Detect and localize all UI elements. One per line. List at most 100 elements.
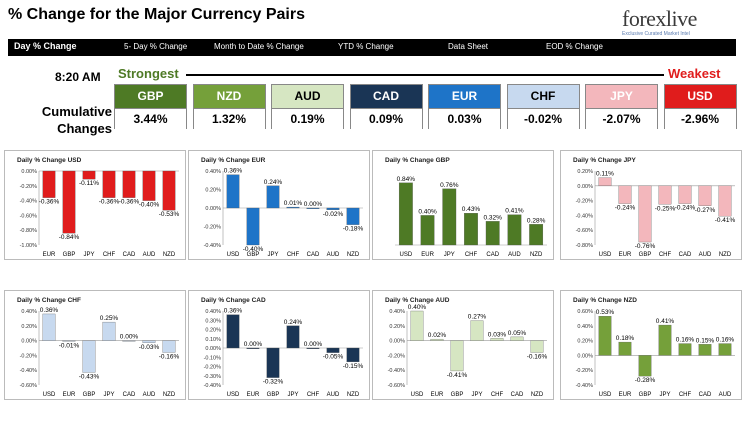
y-tick-label: -0.80% (20, 228, 38, 234)
x-tick-label: EUR (421, 252, 434, 258)
y-tick-label: -0.10% (204, 355, 222, 361)
data-label: -0.27% (695, 207, 716, 214)
cumulative-label-line2: Changes (57, 121, 112, 136)
bar-aud (326, 347, 340, 353)
data-label: 0.00% (244, 341, 263, 348)
x-tick-label: NZD (163, 392, 176, 398)
cumulative-label-line1: Cumulative (41, 104, 112, 119)
bar-aud (326, 207, 340, 211)
bar-eur (246, 347, 260, 349)
data-label: -0.28% (635, 377, 656, 384)
currency-code: USD (664, 85, 736, 108)
data-label: -0.25% (655, 205, 676, 212)
currency-cumulative-value: 0.19% (272, 108, 343, 129)
tab-ytd-change[interactable]: YTD % Change (338, 42, 394, 51)
currency-box-aud: AUD 0.19% (271, 84, 344, 129)
tab-5-day-change[interactable]: 5- Day % Change (124, 42, 188, 51)
chart-title: Daily % Change CAD (201, 297, 266, 304)
bar-cad (306, 207, 320, 209)
chart-title: Daily % Change USD (17, 157, 82, 164)
currency-box-nzd: NZD 1.32% (192, 84, 266, 129)
tab-eod-change[interactable]: EOD % Change (546, 42, 603, 51)
data-label: -0.16% (159, 353, 180, 360)
currency-cumulative-value: 0.03% (429, 108, 500, 129)
data-label: 0.16% (676, 337, 695, 344)
x-tick-label: NZD (163, 252, 176, 258)
currency-box-eur: EUR 0.03% (428, 84, 501, 129)
y-tick-label: 0.30% (205, 318, 221, 324)
data-label: 0.36% (224, 168, 243, 175)
x-tick-label: NZD (719, 252, 732, 258)
chart-panel-usd: Daily % Change USD 0.00% -0.20% -0.40% -0.60… (4, 150, 186, 260)
data-label: -0.36% (99, 199, 120, 206)
x-tick-label: CHF (307, 392, 320, 398)
y-tick-label: -0.20% (20, 184, 38, 190)
weakest-label: Weakest (668, 66, 721, 81)
bar-usd (226, 314, 240, 349)
y-tick-label: -1.00% (20, 243, 38, 249)
bar-jpy (470, 320, 484, 341)
x-tick-label: AUD (719, 392, 732, 398)
timestamp: 8:20 AM (55, 70, 101, 84)
y-tick-label: -0.40% (204, 383, 222, 389)
chart-panel-nzd: Daily % Change NZD 0.60% 0.40% 0.20% 0.00% -0… (560, 290, 742, 400)
data-label: -0.03% (139, 344, 160, 351)
bar-jpy (286, 325, 300, 349)
chart-panel-aud: Daily % Change AUD 0.40% 0.20% 0.00% -0.20% -… (372, 290, 554, 400)
y-tick-label: -0.80% (576, 243, 594, 249)
y-tick-label: -0.40% (388, 368, 406, 374)
bar-aud (507, 214, 522, 246)
bar-gbp (638, 355, 652, 377)
x-tick-label: AUD (699, 252, 712, 258)
y-tick-label: 0.00% (389, 339, 405, 345)
data-label: -0.41% (715, 217, 736, 224)
chart-title: Daily % Change EUR (201, 157, 266, 164)
currency-box-chf: CHF -0.02% (506, 84, 580, 129)
data-label: -0.40% (139, 202, 160, 209)
bar-nzd (529, 224, 544, 246)
y-tick-label: -0.40% (576, 383, 594, 389)
x-tick-label: AUD (143, 392, 156, 398)
chart-panel-eur: Daily % Change EUR 0.40% 0.20% 0.00% -0.20% -… (188, 150, 370, 260)
x-tick-label: USD (43, 392, 56, 398)
tab-month-to-date-change[interactable]: Month to Date % Change (214, 42, 304, 51)
logo-text: forexlive (622, 6, 697, 31)
x-tick-label: JPY (287, 392, 298, 398)
y-tick-label: -0.60% (576, 228, 594, 234)
x-tick-label: JPY (471, 392, 482, 398)
data-label: 0.32% (483, 214, 502, 221)
x-tick-label: CAD (699, 392, 712, 398)
bar-eur (42, 170, 56, 198)
bar-usd (598, 177, 612, 186)
currency-code: AUD (272, 85, 343, 108)
data-label: -0.24% (675, 205, 696, 212)
forexlive-logo[interactable]: forexlive Exclusive Curated Market Intel (618, 6, 730, 38)
bar-jpy (442, 188, 457, 246)
x-tick-label: GBP (639, 252, 652, 258)
bar-cad (678, 185, 692, 204)
chart-panel-chf: Daily % Change CHF 0.40% 0.20% 0.00% -0.20% -… (4, 290, 186, 400)
bar-gbp (62, 170, 76, 234)
x-tick-label: CHF (287, 252, 300, 258)
data-label: 0.05% (508, 330, 527, 337)
x-tick-label: USD (411, 392, 424, 398)
bar-chart: 0.20% 0.00% -0.20% -0.40% -0.60% -0.80% 0.11% U… (576, 169, 736, 258)
data-label: 0.11% (596, 171, 614, 178)
tab-day-change[interactable]: Day % Change (14, 41, 77, 51)
bar-chf (678, 343, 692, 356)
y-tick-label: 0.40% (205, 169, 221, 175)
y-tick-label: 0.10% (205, 337, 221, 343)
tab-data-sheet[interactable]: Data Sheet (448, 42, 489, 51)
bar-nzd (530, 340, 544, 353)
x-tick-label: CAD (486, 252, 499, 258)
bar-chart: 0.40%0.20%0.00%-0.20%-0.40%0.36%USD-0.40… (204, 168, 364, 258)
y-tick-label: -0.40% (576, 213, 594, 219)
bar-usd (398, 182, 413, 246)
bar-cad (122, 170, 136, 198)
bar-aud (142, 170, 156, 201)
y-tick-label: 0.40% (577, 324, 593, 330)
bar-gbp (450, 340, 464, 372)
x-tick-label: EUR (247, 392, 260, 398)
x-tick-label: CAD (679, 252, 692, 258)
x-tick-label: USD (227, 252, 240, 258)
